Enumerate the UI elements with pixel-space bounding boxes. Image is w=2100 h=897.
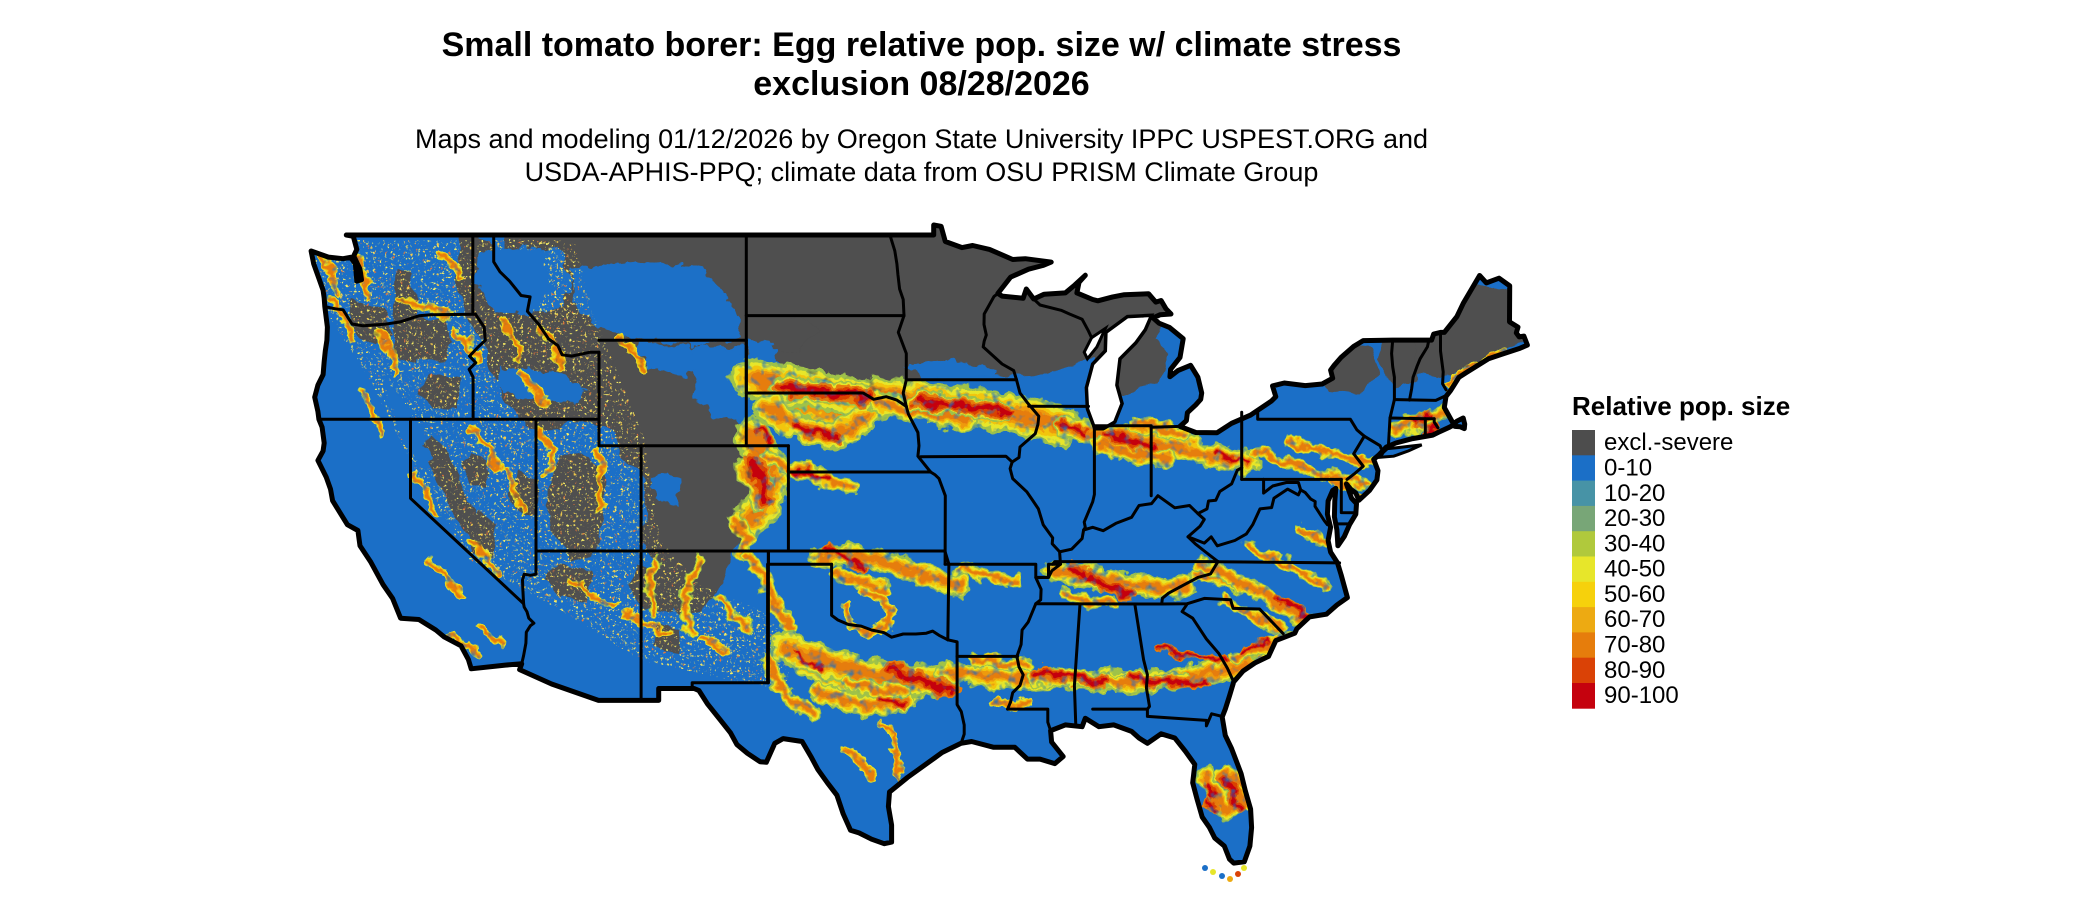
svg-text:0-10: 0-10 (1604, 454, 1652, 481)
svg-text:60-70: 60-70 (1604, 606, 1665, 633)
svg-text:Relative pop. size: Relative pop. size (1572, 391, 1790, 421)
svg-text:50-60: 50-60 (1604, 581, 1665, 608)
svg-text:30-40: 30-40 (1604, 530, 1665, 557)
svg-text:80-90: 80-90 (1604, 657, 1665, 684)
svg-text:90-100: 90-100 (1604, 682, 1679, 709)
svg-text:excl.-severe: excl.-severe (1604, 429, 1733, 456)
svg-text:40-50: 40-50 (1604, 556, 1665, 583)
svg-text:70-80: 70-80 (1604, 632, 1665, 659)
svg-text:20-30: 20-30 (1604, 505, 1665, 532)
svg-text:10-20: 10-20 (1604, 480, 1665, 507)
